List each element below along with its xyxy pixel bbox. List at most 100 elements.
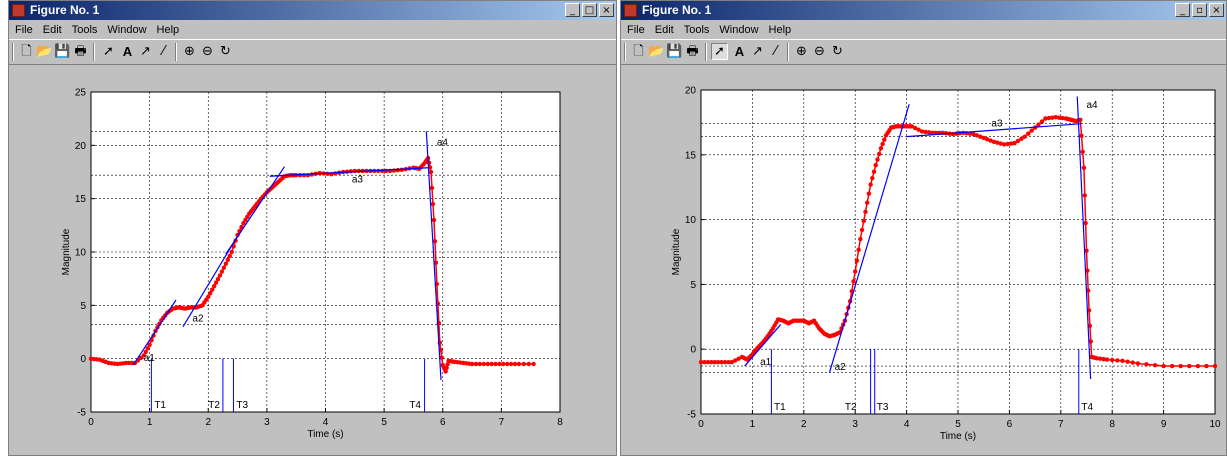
data-point: [916, 127, 921, 132]
data-point: [1050, 115, 1055, 120]
time-label: T1: [774, 402, 786, 413]
rotate-icon[interactable]: ↻: [832, 44, 843, 59]
data-point: [971, 131, 976, 137]
menu-edit[interactable]: Edit: [654, 24, 674, 36]
data-point: [974, 133, 980, 138]
menu-tools[interactable]: Tools: [71, 24, 98, 36]
fit-line: [828, 104, 910, 373]
x-tick-label: 6: [1007, 419, 1013, 430]
text-icon[interactable]: A: [122, 44, 133, 59]
close-button[interactable]: ×: [1209, 3, 1224, 17]
data-point: [443, 369, 448, 374]
data-point: [229, 249, 234, 255]
close-button[interactable]: ×: [599, 3, 614, 17]
zoom-in-icon[interactable]: ⊕: [796, 44, 807, 59]
arrow-icon[interactable]: ↗: [140, 44, 151, 59]
save-icon[interactable]: 💾: [666, 44, 683, 59]
menu-file[interactable]: File: [15, 24, 33, 36]
data-point: [1078, 117, 1083, 123]
rotate-icon[interactable]: ↻: [220, 44, 231, 59]
open-icon[interactable]: 📂: [36, 44, 53, 59]
data-point: [1012, 140, 1017, 146]
zoom-out-icon[interactable]: ⊖: [202, 44, 213, 59]
data-point: [469, 361, 475, 367]
new-figure-icon[interactable]: 🗋: [633, 44, 644, 59]
x-tick-label: 8: [557, 417, 563, 428]
data-point: [870, 175, 875, 181]
y-tick-label: 5: [80, 301, 86, 312]
data-point: [1082, 193, 1087, 198]
time-label: T4: [409, 400, 421, 411]
data-point: [1008, 141, 1014, 146]
toolbar-separator: [175, 43, 177, 61]
title-bar[interactable]: Figure No. 1 _ □ ×: [9, 1, 616, 20]
x-axis-label: Time (s): [307, 429, 343, 440]
zoom-out-icon[interactable]: ⊖: [814, 44, 825, 59]
menu-help[interactable]: Help: [768, 24, 792, 36]
data-point: [978, 134, 983, 139]
line-icon[interactable]: ⁄: [774, 44, 777, 59]
toolbar: 🗋 📂 💾 🖶 ➚ A ↗ ⁄ ⊕ ⊖ ↻: [9, 39, 616, 65]
menu-edit[interactable]: Edit: [42, 24, 62, 36]
data-point: [501, 361, 506, 367]
figure-window-2: Figure No. 1 _ ▫ × File Edit Tools Windo…: [620, 0, 1227, 456]
minimize-button[interactable]: _: [565, 3, 580, 17]
window-title: Figure No. 1: [642, 3, 712, 17]
arrow-icon[interactable]: ↗: [752, 44, 763, 59]
data-point: [873, 162, 878, 168]
data-point: [1085, 268, 1090, 273]
data-point: [217, 273, 223, 278]
data-point: [909, 124, 914, 129]
menu-file[interactable]: File: [627, 24, 645, 36]
y-tick-label: 0: [690, 345, 696, 356]
data-point: [1212, 363, 1218, 369]
save-icon[interactable]: 💾: [54, 44, 71, 59]
data-point: [1125, 359, 1130, 364]
segment-label: a1: [144, 353, 156, 364]
data-point: [726, 359, 731, 365]
data-point: [1195, 363, 1201, 369]
y-tick-label: 20: [685, 86, 697, 97]
title-bar[interactable]: Figure No. 1 _ ▫ ×: [621, 1, 1226, 20]
data-point: [912, 125, 918, 131]
data-point: [1019, 136, 1024, 142]
data-point: [1029, 128, 1034, 133]
print-icon[interactable]: 🖶: [686, 44, 699, 59]
window-title: Figure No. 1: [30, 3, 100, 17]
new-figure-icon[interactable]: 🗋: [21, 44, 32, 59]
x-tick-label: 2: [801, 419, 807, 430]
data-point: [1115, 358, 1120, 363]
x-tick-label: 5: [955, 419, 961, 430]
print-icon[interactable]: 🖶: [74, 44, 87, 59]
menu-tools[interactable]: Tools: [683, 24, 710, 36]
menu-window[interactable]: Window: [107, 24, 147, 36]
maximize-button[interactable]: □: [582, 3, 597, 17]
select-arrow-icon[interactable]: ➚: [711, 43, 728, 60]
data-point: [871, 169, 877, 174]
data-point: [219, 269, 225, 274]
minimize-button[interactable]: _: [1175, 3, 1190, 17]
x-tick-label: 5: [381, 417, 387, 428]
text-icon[interactable]: A: [734, 44, 745, 59]
data-point: [919, 129, 925, 134]
open-icon[interactable]: 📂: [648, 44, 665, 59]
data-point: [988, 138, 993, 143]
menu-help[interactable]: Help: [156, 24, 180, 36]
data-point: [1080, 149, 1085, 154]
menu-window[interactable]: Window: [719, 24, 759, 36]
data-point: [1120, 358, 1125, 364]
data-point: [851, 279, 856, 284]
x-axis-label: Time (s): [940, 431, 976, 442]
y-tick-label: 5: [690, 280, 696, 291]
data-point: [998, 141, 1004, 146]
x-tick-label: 3: [852, 419, 858, 430]
data-point: [864, 200, 870, 205]
line-icon[interactable]: ⁄: [162, 44, 165, 59]
data-point: [1088, 339, 1093, 344]
y-axis-label: Magnitude: [61, 228, 72, 275]
select-arrow-icon[interactable]: ➚: [103, 44, 114, 59]
restore-button[interactable]: ▫: [1192, 3, 1207, 17]
zoom-in-icon[interactable]: ⊕: [184, 44, 195, 59]
